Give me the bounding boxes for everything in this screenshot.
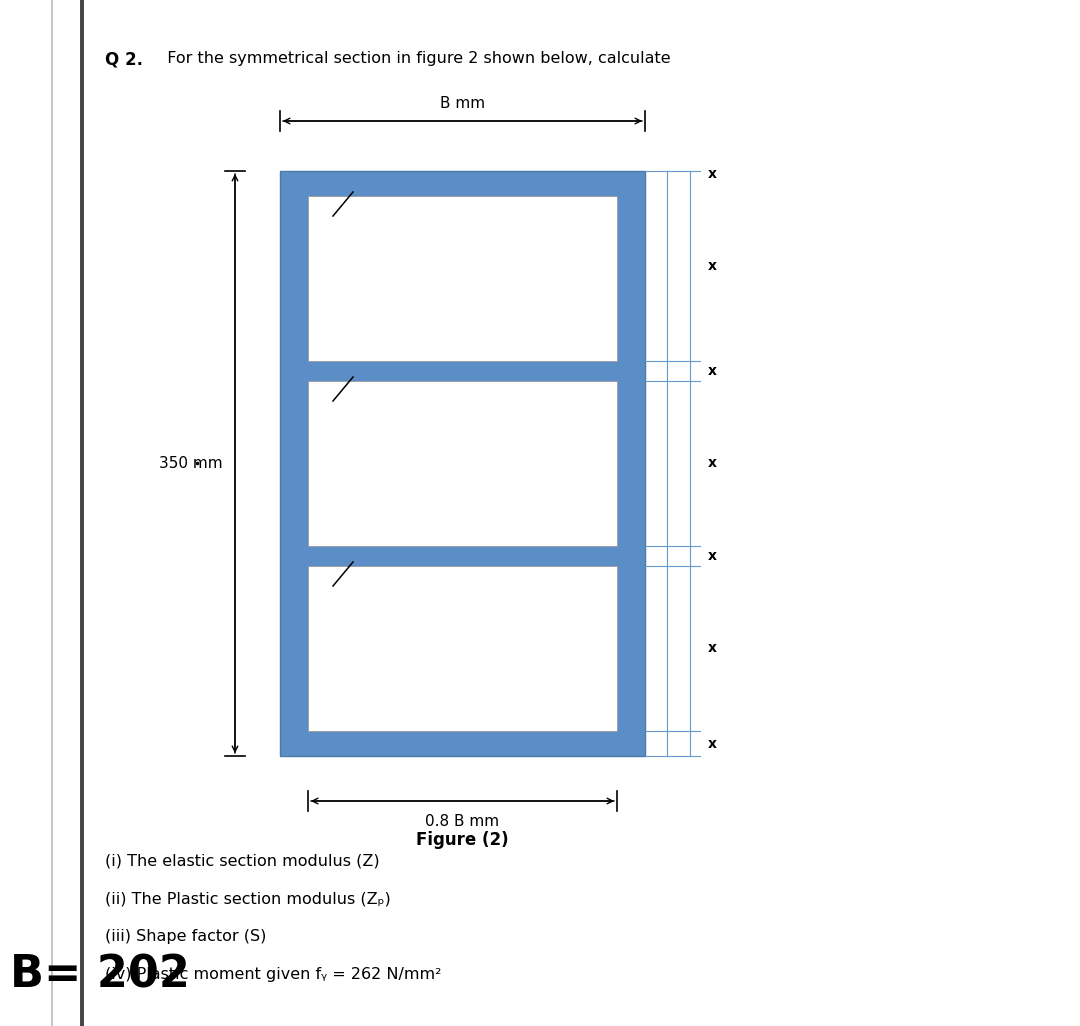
Text: x: x (707, 259, 716, 273)
Text: B= 202: B= 202 (10, 953, 190, 996)
Text: x: x (707, 457, 716, 471)
Text: B mm: B mm (440, 96, 485, 111)
Text: (iv) Plastic moment given fᵧ = 262 N/mm²: (iv) Plastic moment given fᵧ = 262 N/mm² (105, 966, 442, 982)
Text: x: x (707, 549, 716, 563)
Text: (iii) Shape factor (S): (iii) Shape factor (S) (105, 929, 267, 944)
Bar (308, 196, 617, 361)
Text: 350 mm: 350 mm (160, 456, 222, 471)
Text: (i) The elastic section modulus (Z): (i) The elastic section modulus (Z) (105, 853, 380, 868)
Bar (308, 381, 617, 546)
Bar (280, 171, 645, 756)
Text: 0.8 B mm: 0.8 B mm (426, 814, 500, 829)
Text: For the symmetrical section in figure 2 shown below, calculate: For the symmetrical section in figure 2 … (157, 51, 671, 66)
Text: x: x (707, 737, 716, 750)
Text: x: x (707, 641, 716, 656)
Text: Figure (2): Figure (2) (416, 831, 509, 849)
Bar (308, 566, 617, 731)
Text: x: x (707, 167, 716, 181)
Text: x: x (707, 364, 716, 378)
Text: (ii) The Plastic section modulus (Zₚ): (ii) The Plastic section modulus (Zₚ) (105, 891, 391, 906)
Text: Q 2.: Q 2. (105, 51, 143, 69)
